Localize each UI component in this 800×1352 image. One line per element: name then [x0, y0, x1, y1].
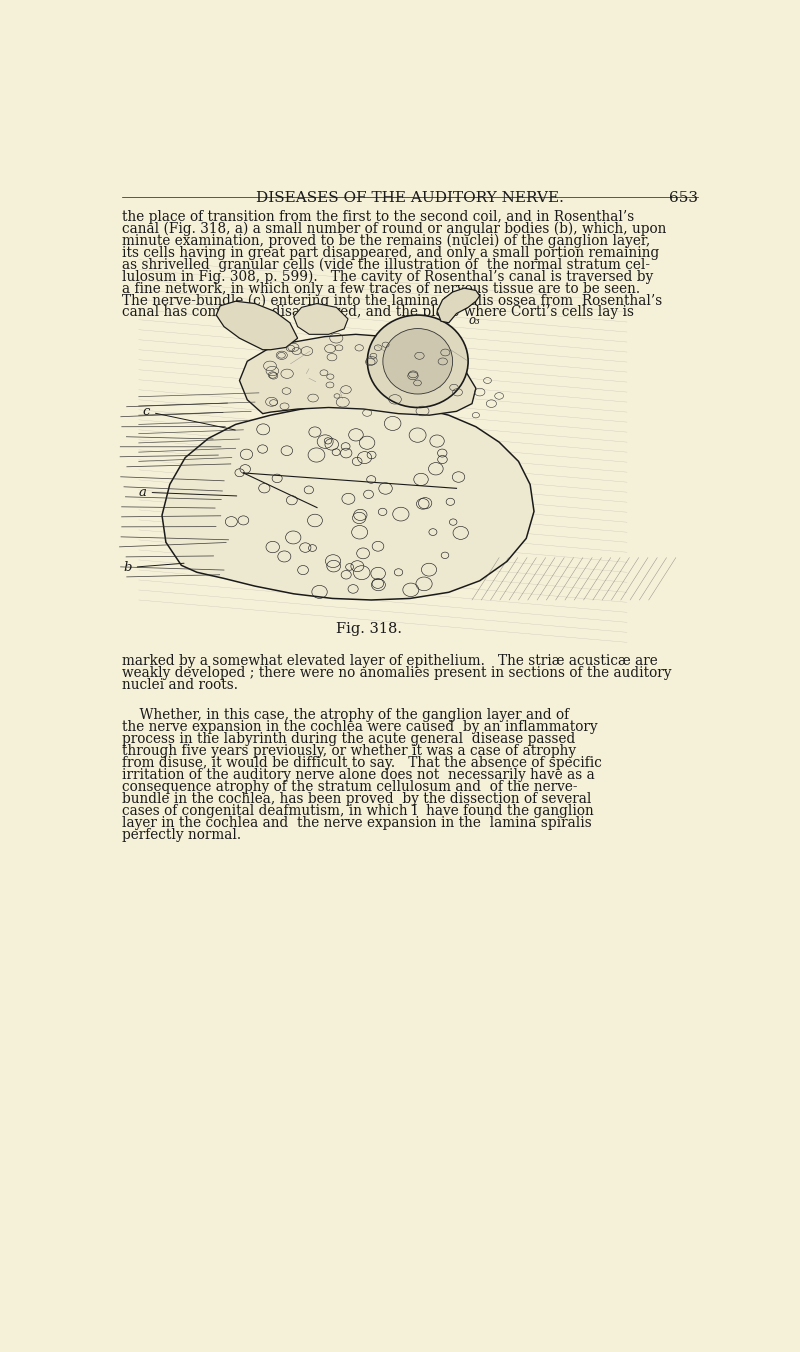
Text: Fig. 318.: Fig. 318. [336, 622, 402, 635]
Ellipse shape [383, 329, 453, 393]
Polygon shape [239, 334, 476, 415]
Text: nuclei and roots.: nuclei and roots. [122, 677, 238, 692]
Text: consequence atrophy of the stratum cellulosum and  of the nerve-: consequence atrophy of the stratum cellu… [122, 780, 578, 794]
Text: from disuse, it would be difficult to say.   That the absence of specific: from disuse, it would be difficult to sa… [122, 756, 602, 769]
Text: irritation of the auditory nerve alone does not  necessarily have as a: irritation of the auditory nerve alone d… [122, 768, 594, 781]
Text: weakly developed ; there were no anomalies present in sections of the auditory: weakly developed ; there were no anomali… [122, 665, 671, 680]
Text: bundle in the cochlea, has been proved  by the dissection of several: bundle in the cochlea, has been proved b… [122, 792, 591, 806]
Text: minute examination, proved to be the remains (nuclei) of the ganglion layer,: minute examination, proved to be the rem… [122, 234, 650, 249]
Text: b: b [123, 561, 184, 575]
Text: a: a [138, 485, 237, 499]
Text: Whether, in this case, the atrophy of the ganglion layer and of: Whether, in this case, the atrophy of th… [122, 708, 569, 722]
Text: its cells having in great part disappeared, and only a small portion remaining: its cells having in great part disappear… [122, 246, 659, 260]
Ellipse shape [367, 315, 468, 407]
Text: perfectly normal.: perfectly normal. [122, 827, 241, 841]
Text: as shrivelled  granular cells (vide the illustration of  the normal stratum cel-: as shrivelled granular cells (vide the i… [122, 258, 650, 272]
Text: c: c [142, 404, 235, 430]
Polygon shape [216, 301, 298, 350]
Text: the nerve expansion in the cochlea were caused  by an inflammatory: the nerve expansion in the cochlea were … [122, 721, 598, 734]
Text: The nerve-bundle (c) entering into the lamina spiralis ossea from  Rosenthal’s: The nerve-bundle (c) entering into the l… [122, 293, 662, 308]
Text: a fine network, in which only a few traces of nervous tissue are to be seen.: a fine network, in which only a few trac… [122, 281, 640, 296]
Text: lulosum in Fig. 308, p. 599).   The cavity of Rosenthal’s canal is traversed by: lulosum in Fig. 308, p. 599). The cavity… [122, 269, 653, 284]
Text: the place of transition from the first to the second coil, and in Rosenthal’s: the place of transition from the first t… [122, 210, 634, 224]
Polygon shape [294, 304, 348, 334]
Text: canal has completely disappeared, and the place where Corti’s cells lay is: canal has completely disappeared, and th… [122, 306, 634, 319]
Text: layer in the cochlea and  the nerve expansion in the  lamina spiralis: layer in the cochlea and the nerve expan… [122, 815, 591, 830]
Text: DISEASES OF THE AUDITORY NERVE.: DISEASES OF THE AUDITORY NERVE. [256, 191, 564, 204]
Text: 653: 653 [670, 191, 698, 204]
Text: through five years previously, or whether it was a case of atrophy: through five years previously, or whethe… [122, 744, 576, 758]
Polygon shape [437, 288, 480, 323]
Text: cases of congenital deafmutism, in which I  have found the ganglion: cases of congenital deafmutism, in which… [122, 803, 594, 818]
Polygon shape [162, 404, 534, 600]
Text: o₃: o₃ [468, 314, 480, 327]
Text: marked by a somewhat elevated layer of epithelium.   The striæ acusticæ are: marked by a somewhat elevated layer of e… [122, 654, 658, 668]
Text: canal (Fig. 318, a) a small number of round or angular bodies (b), which, upon: canal (Fig. 318, a) a small number of ro… [122, 222, 666, 237]
Text: process in the labyrinth during the acute general  disease passed: process in the labyrinth during the acut… [122, 731, 575, 746]
